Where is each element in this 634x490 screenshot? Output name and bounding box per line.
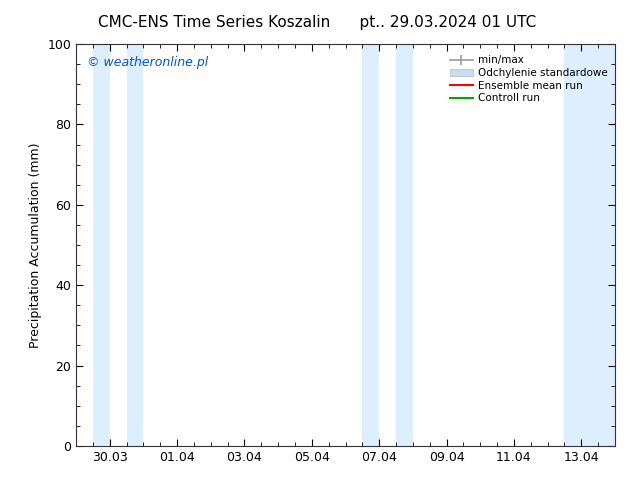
Text: CMC-ENS Time Series Koszalin      pt.. 29.03.2024 01 UTC: CMC-ENS Time Series Koszalin pt.. 29.03.… [98, 15, 536, 30]
Bar [396, 44, 413, 446]
Text: © weatheronline.pl: © weatheronline.pl [87, 56, 208, 69]
Bar [363, 44, 379, 446]
Legend: min/max, Odchylenie standardowe, Ensemble mean run, Controll run: min/max, Odchylenie standardowe, Ensembl… [448, 53, 610, 105]
Y-axis label: Precipitation Accumulation (mm): Precipitation Accumulation (mm) [29, 142, 42, 348]
Bar [564, 44, 615, 446]
Bar [127, 44, 143, 446]
Bar [93, 44, 110, 446]
